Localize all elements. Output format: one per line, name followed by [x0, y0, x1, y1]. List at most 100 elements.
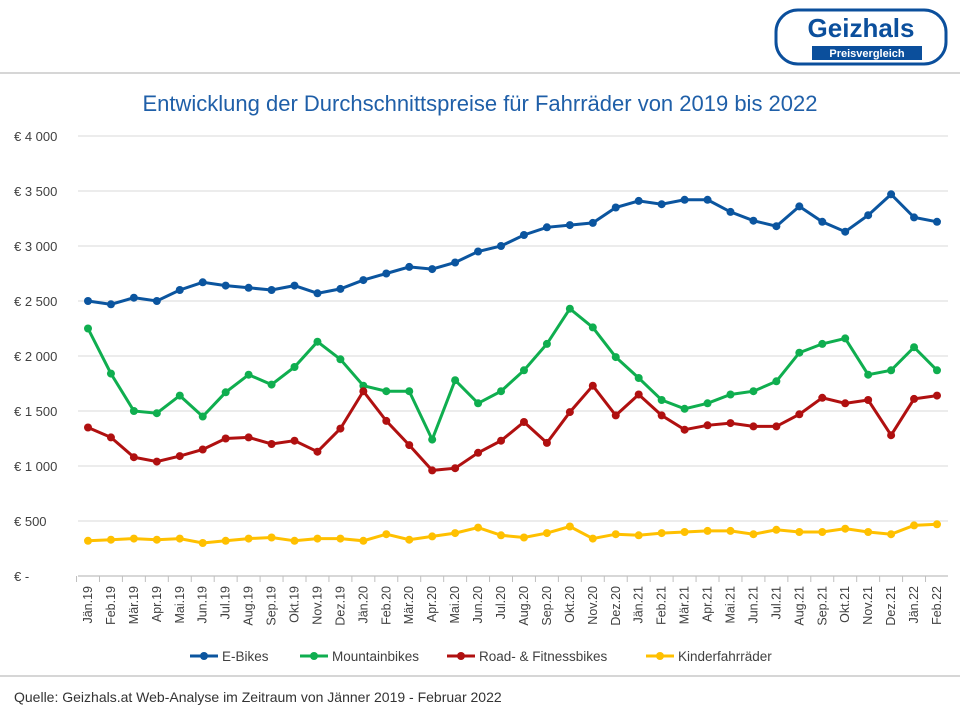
x-tick-label: Mai.19 [173, 586, 187, 624]
data-point [749, 387, 758, 396]
x-tick-label: Aug.21 [792, 586, 806, 626]
x-tick-label: Dez.19 [333, 586, 347, 626]
data-point [405, 262, 414, 271]
data-point [795, 202, 804, 211]
data-point [772, 222, 781, 231]
data-point [933, 217, 941, 226]
data-point [244, 433, 253, 442]
data-point [933, 391, 941, 400]
data-point [864, 370, 873, 379]
data-point [428, 265, 437, 274]
data-point [726, 526, 735, 535]
data-point [290, 436, 299, 445]
data-point [680, 195, 689, 204]
legend-marker [310, 652, 318, 660]
data-point [565, 522, 574, 531]
x-tick-label: Jun.21 [746, 586, 760, 624]
data-point [910, 521, 919, 530]
x-tick-label: Jun.20 [471, 586, 485, 624]
data-point [290, 281, 299, 290]
data-point [84, 423, 92, 432]
data-point [841, 524, 850, 533]
data-point [726, 207, 735, 216]
data-point [611, 353, 620, 362]
x-tick-label: Nov.21 [861, 586, 875, 625]
data-point [634, 531, 643, 540]
x-tick-label: Jän.20 [356, 586, 370, 624]
data-point [474, 448, 483, 457]
y-tick-label: € 2 000 [14, 349, 57, 364]
data-point [910, 394, 919, 403]
data-point [474, 399, 483, 408]
y-tick-label: € 2 500 [14, 294, 57, 309]
data-point [497, 436, 506, 445]
x-tick-label: Okt.19 [288, 586, 302, 623]
data-point [818, 339, 827, 348]
data-point [267, 286, 276, 294]
data-point [611, 530, 620, 539]
data-point [772, 377, 781, 386]
x-tick-label: Mai.21 [723, 586, 737, 624]
legend-item: Road- & Fitnessbikes [447, 649, 608, 664]
data-point [588, 381, 597, 390]
data-point [542, 529, 551, 538]
x-tick-label: Jul.19 [219, 586, 233, 619]
data-point [474, 247, 483, 256]
data-point [519, 533, 528, 542]
data-point [451, 376, 460, 385]
logo-tagline: Preisvergleich [829, 48, 904, 60]
data-point [542, 223, 551, 232]
data-point [565, 408, 574, 417]
data-point [634, 390, 643, 399]
x-tick-label: Feb.20 [379, 586, 393, 625]
data-point [611, 203, 620, 212]
legend-marker [457, 652, 465, 660]
y-tick-label: € 3 500 [14, 184, 57, 199]
x-tick-label: Sep.19 [265, 586, 279, 626]
data-point [221, 536, 230, 545]
data-point [933, 520, 941, 529]
data-point [519, 418, 528, 426]
data-point [129, 407, 138, 415]
data-point [313, 447, 322, 456]
x-tick-label: Okt.20 [563, 586, 577, 623]
legend-marker [200, 652, 208, 660]
data-point [382, 387, 391, 396]
data-point [244, 283, 253, 292]
data-point [198, 412, 207, 421]
data-point [703, 399, 712, 408]
data-point [382, 269, 391, 278]
series-road-fitnessbikes [84, 381, 941, 475]
data-point [405, 387, 414, 396]
data-point [106, 535, 115, 544]
y-tick-label: € 4 000 [14, 129, 57, 144]
data-point [359, 276, 368, 285]
data-point [795, 348, 804, 357]
data-point [864, 211, 873, 220]
data-point [772, 422, 781, 431]
x-tick-label: Nov.19 [310, 586, 324, 625]
data-point [451, 258, 460, 267]
y-tick-label: € 1 500 [14, 404, 57, 419]
x-tick-label: Mär.20 [402, 586, 416, 624]
x-tick-label: Aug.20 [517, 586, 531, 626]
data-point [818, 528, 827, 536]
data-point [680, 404, 689, 413]
y-tick-label: € - [14, 569, 29, 584]
data-point [703, 421, 712, 430]
data-point [428, 532, 437, 541]
data-point [84, 297, 92, 305]
legend-item: E-Bikes [190, 649, 269, 664]
x-tick-label: Mai.20 [448, 586, 462, 624]
data-point [336, 355, 345, 364]
data-point [451, 529, 460, 538]
data-point [359, 381, 368, 390]
data-point [634, 196, 643, 205]
data-point [290, 536, 299, 545]
data-point [106, 369, 115, 378]
x-tick-label: Dez.20 [609, 586, 623, 626]
data-point [657, 411, 666, 420]
data-point [818, 217, 827, 226]
series-mountainbikes [84, 304, 941, 444]
data-point [519, 231, 528, 239]
